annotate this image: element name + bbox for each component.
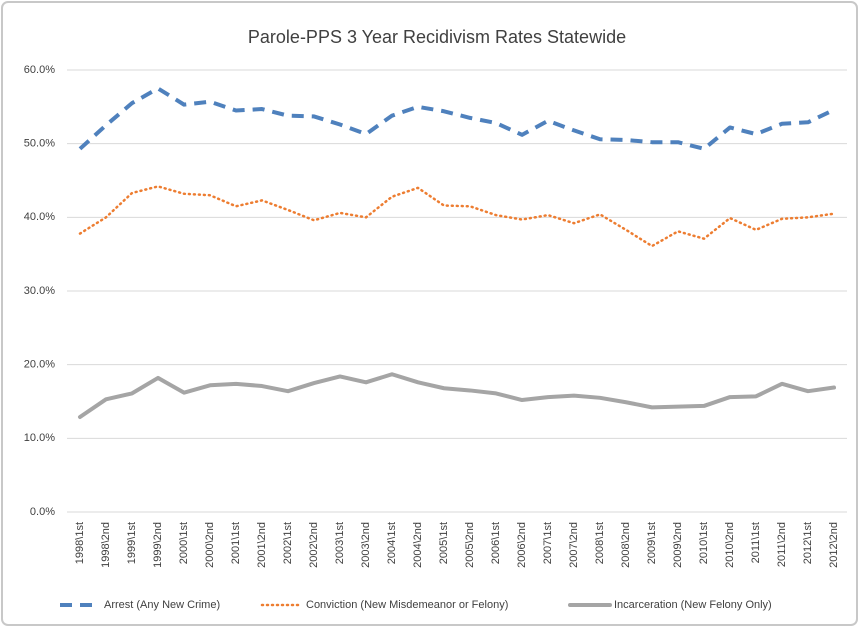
x-tick-label: 2011\2nd bbox=[776, 522, 788, 567]
y-tick-label: 50.0% bbox=[24, 138, 55, 150]
x-tick-label: 2001\2nd bbox=[256, 522, 268, 568]
chart-title: Parole-PPS 3 Year Recidivism Rates State… bbox=[248, 27, 626, 47]
legend-label: Arrest (Any New Crime) bbox=[104, 599, 220, 611]
y-tick-label: 0.0% bbox=[30, 506, 55, 518]
x-tick-label: 2006\2nd bbox=[516, 522, 528, 568]
legend-label: Incarceration (New Felony Only) bbox=[614, 599, 772, 611]
x-tick-label: 1998\2nd bbox=[100, 522, 112, 568]
x-tick-label: 2001\1st bbox=[230, 522, 242, 564]
x-tick-label: 2000\2nd bbox=[204, 522, 216, 568]
x-tick-label: 2007\1st bbox=[542, 522, 554, 564]
series-line bbox=[78, 185, 836, 248]
y-tick-label: 40.0% bbox=[24, 211, 55, 223]
x-tick-label: 2009\1st bbox=[646, 522, 658, 564]
y-tick-label: 30.0% bbox=[24, 285, 55, 297]
x-tick-label: 2011\1st bbox=[750, 522, 762, 563]
x-tick-label: 2008\1st bbox=[594, 522, 606, 564]
x-tick-label: 2005\1st bbox=[438, 522, 450, 564]
x-tick-label: 2002\1st bbox=[282, 522, 294, 564]
x-tick-label: 2000\1st bbox=[178, 522, 190, 564]
legend-label: Conviction (New Misdemeanor or Felony) bbox=[306, 599, 508, 611]
x-tick-label: 2003\1st bbox=[334, 522, 346, 564]
x-tick-label: 2009\2nd bbox=[672, 522, 684, 568]
x-tick-label: 2010\2nd bbox=[724, 522, 736, 568]
x-tick-label: 2004\2nd bbox=[412, 522, 424, 568]
x-tick-label: 2005\2nd bbox=[464, 522, 476, 568]
x-tick-label: 1999\2nd bbox=[152, 522, 164, 568]
x-tick-label: 2004\1st bbox=[386, 522, 398, 564]
y-tick-label: 20.0% bbox=[24, 359, 55, 371]
x-tick-label: 2008\2nd bbox=[620, 522, 632, 568]
series-line bbox=[78, 86, 835, 151]
x-tick-label: 2002\2nd bbox=[308, 522, 320, 568]
x-tick-label: 2006\1st bbox=[490, 522, 502, 564]
x-tick-label: 2012\1st bbox=[802, 522, 814, 564]
x-tick-label: 2010\1st bbox=[698, 522, 710, 564]
x-tick-label: 2012\2nd bbox=[828, 522, 840, 568]
y-tick-label: 10.0% bbox=[24, 432, 55, 444]
x-tick-label: 1998\1st bbox=[74, 522, 86, 564]
x-tick-label: 2003\2nd bbox=[360, 522, 372, 568]
x-tick-label: 2007\2nd bbox=[568, 522, 580, 568]
x-tick-label: 1999\1st bbox=[126, 522, 138, 564]
series-line bbox=[78, 372, 836, 419]
y-tick-label: 60.0% bbox=[24, 64, 55, 76]
